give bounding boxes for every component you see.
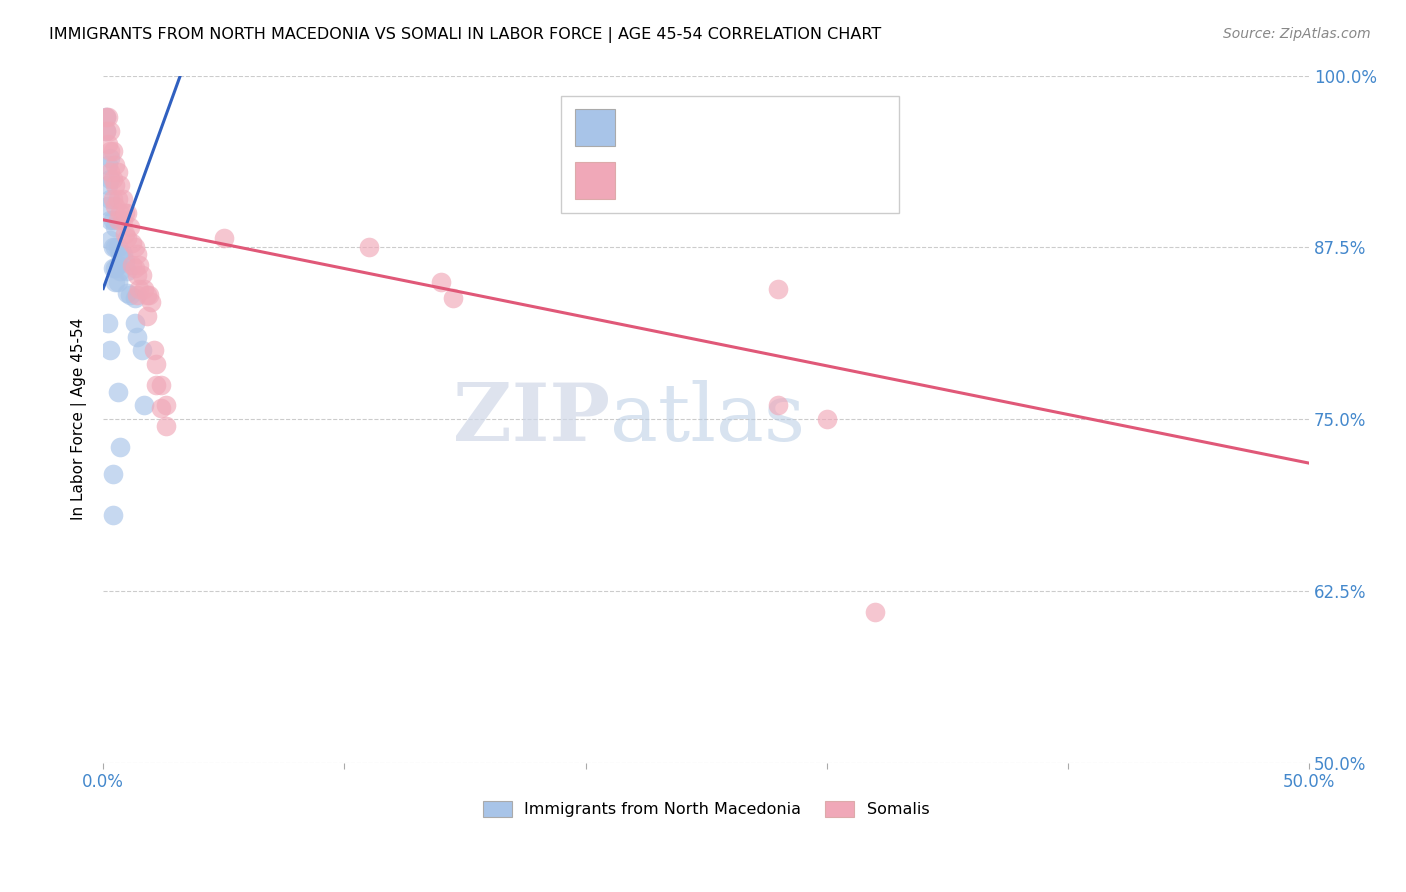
Point xyxy=(101,144,124,158)
Point xyxy=(94,123,117,137)
Point xyxy=(145,357,167,371)
Point xyxy=(114,227,136,241)
Legend: Immigrants from North Macedonia, Somalis: Immigrants from North Macedonia, Somalis xyxy=(477,794,936,823)
Point xyxy=(863,605,886,619)
Point xyxy=(121,236,143,251)
Point xyxy=(104,219,127,234)
Point xyxy=(101,260,124,275)
Point xyxy=(114,206,136,220)
Point xyxy=(815,412,838,426)
Point xyxy=(100,165,122,179)
Point xyxy=(111,212,134,227)
Point xyxy=(100,144,122,158)
Point xyxy=(100,151,122,165)
Point xyxy=(104,199,127,213)
Point xyxy=(104,178,127,193)
Point xyxy=(101,171,124,186)
Point xyxy=(101,467,124,482)
Text: ZIP: ZIP xyxy=(453,380,610,458)
Point xyxy=(108,206,131,220)
Point xyxy=(97,178,120,193)
Point xyxy=(212,230,235,244)
Point xyxy=(107,165,129,179)
Point xyxy=(150,377,173,392)
Point xyxy=(104,275,127,289)
Text: atlas: atlas xyxy=(610,380,804,458)
Point xyxy=(131,343,153,358)
Point xyxy=(107,240,129,254)
Point xyxy=(104,260,127,275)
Point xyxy=(118,288,141,302)
Point xyxy=(104,158,127,172)
Point xyxy=(128,282,150,296)
Point xyxy=(125,247,148,261)
Point xyxy=(101,240,124,254)
Point xyxy=(145,377,167,392)
Point xyxy=(124,316,146,330)
Point xyxy=(101,212,124,227)
Point xyxy=(100,192,122,206)
Point xyxy=(94,123,117,137)
Point xyxy=(107,192,129,206)
Point xyxy=(441,291,464,305)
Point xyxy=(107,384,129,399)
Point xyxy=(124,291,146,305)
Point xyxy=(128,258,150,272)
Point xyxy=(768,398,790,412)
Text: Source: ZipAtlas.com: Source: ZipAtlas.com xyxy=(1223,27,1371,41)
Point xyxy=(125,329,148,343)
Point xyxy=(100,123,122,137)
Point xyxy=(94,110,117,124)
Point xyxy=(97,110,120,124)
Point xyxy=(111,192,134,206)
Point xyxy=(108,263,131,277)
Point xyxy=(124,240,146,254)
Text: IMMIGRANTS FROM NORTH MACEDONIA VS SOMALI IN LABOR FORCE | AGE 45-54 CORRELATION: IMMIGRANTS FROM NORTH MACEDONIA VS SOMAL… xyxy=(49,27,882,43)
Point xyxy=(768,282,790,296)
Point xyxy=(134,282,156,296)
Point xyxy=(135,288,157,302)
Point xyxy=(94,110,117,124)
Point xyxy=(124,260,146,275)
Point xyxy=(150,401,173,416)
Point xyxy=(108,178,131,193)
Point xyxy=(107,258,129,272)
Point xyxy=(100,171,122,186)
Point xyxy=(117,206,139,220)
Point xyxy=(141,295,163,310)
Point xyxy=(117,263,139,277)
Point xyxy=(97,137,120,152)
Point xyxy=(114,254,136,268)
Point xyxy=(101,192,124,206)
Point xyxy=(108,440,131,454)
Point xyxy=(100,234,122,248)
Point xyxy=(97,199,120,213)
Point xyxy=(100,212,122,227)
Point xyxy=(104,240,127,254)
Point xyxy=(142,343,165,358)
Point xyxy=(117,285,139,300)
Point xyxy=(117,230,139,244)
Point xyxy=(100,343,122,358)
Point xyxy=(97,316,120,330)
Point xyxy=(107,212,129,227)
Point xyxy=(118,219,141,234)
Point xyxy=(131,268,153,282)
Point xyxy=(125,288,148,302)
Point xyxy=(135,309,157,323)
Point xyxy=(357,240,380,254)
Point xyxy=(111,247,134,261)
Point xyxy=(134,398,156,412)
Y-axis label: In Labor Force | Age 45-54: In Labor Force | Age 45-54 xyxy=(72,318,87,520)
Point xyxy=(101,508,124,523)
Point xyxy=(138,288,160,302)
Point xyxy=(121,258,143,272)
Point xyxy=(108,247,131,261)
Point xyxy=(97,158,120,172)
Point xyxy=(155,419,177,434)
Point xyxy=(430,275,453,289)
Point xyxy=(125,268,148,282)
Point xyxy=(107,275,129,289)
Point xyxy=(155,398,177,412)
